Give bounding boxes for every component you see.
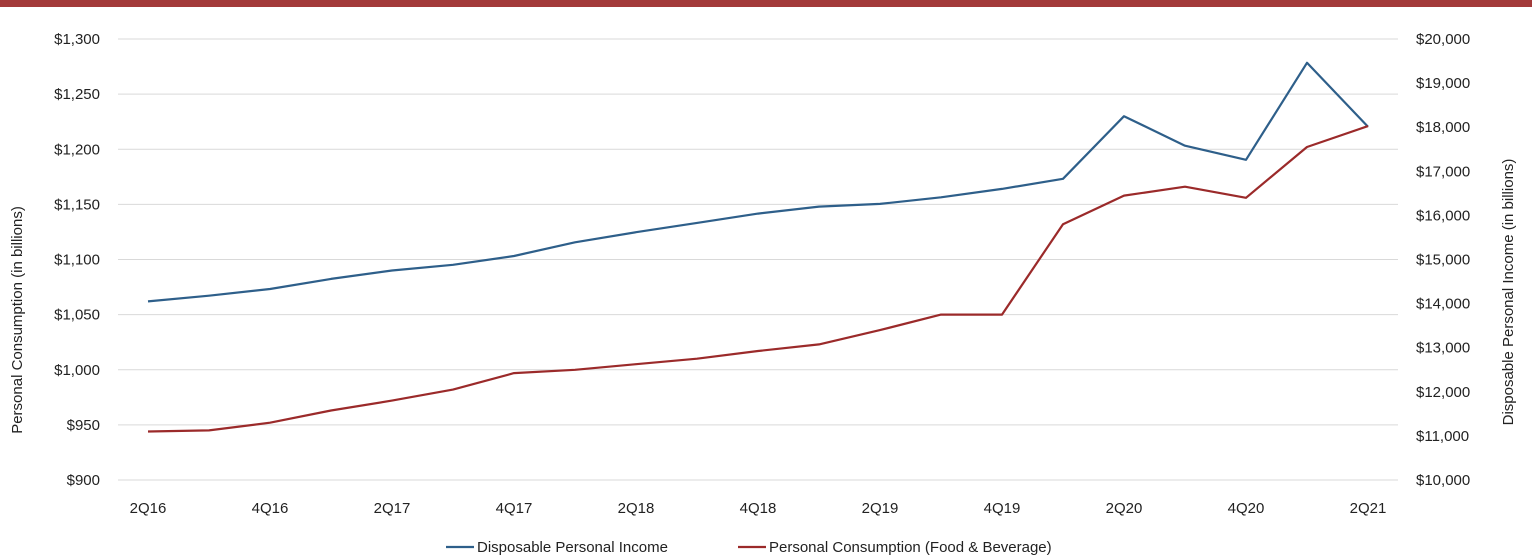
left-axis-title: Personal Consumption (in billions) <box>9 206 26 434</box>
left-tick-label: $1,250 <box>54 86 100 103</box>
x-tick-label: 2Q21 <box>1350 500 1387 517</box>
legend-label-disposable-income: Disposable Personal Income <box>477 539 668 556</box>
gridlines <box>118 38 1398 481</box>
right-tick-label: $12,000 <box>1416 384 1470 401</box>
x-tick-label: 4Q19 <box>984 500 1021 517</box>
x-tick-label: 4Q16 <box>252 500 289 517</box>
x-axis-ticks: 2Q16 4Q16 2Q17 4Q17 2Q18 4Q18 2Q19 4Q19 2Q20 4Q20… <box>130 500 1387 517</box>
left-tick-label: $950 <box>67 417 100 434</box>
x-tick-label: 2Q18 <box>618 500 655 517</box>
left-tick-label: $1,200 <box>54 141 100 158</box>
right-axis-title: Disposable Personal Income (in billions) <box>1500 159 1517 426</box>
x-tick-label: 4Q17 <box>496 500 533 517</box>
left-tick-label: $1,000 <box>54 362 100 379</box>
right-tick-label: $20,000 <box>1416 31 1470 48</box>
right-tick-label: $13,000 <box>1416 340 1470 357</box>
x-tick-label: 2Q17 <box>374 500 411 517</box>
x-tick-label: 2Q19 <box>862 500 899 517</box>
x-tick-label: 4Q18 <box>740 500 777 517</box>
legend: Disposable Personal Income Personal Cons… <box>446 539 1052 556</box>
right-tick-label: $19,000 <box>1416 75 1470 92</box>
right-tick-label: $16,000 <box>1416 207 1470 224</box>
series-line-disposable-income <box>147 61 1369 303</box>
right-tick-label: $17,000 <box>1416 163 1470 180</box>
left-axis-ticks: $900 $950 $1,000 $1,050 $1,100 $1,150 $1,200 $1… <box>54 31 100 489</box>
right-axis-ticks: $10,000 $11,000 $12,000 $13,000 $14,000 $15,0… <box>1416 31 1470 489</box>
top-accent-bar <box>0 0 1532 7</box>
series-lines <box>147 61 1369 433</box>
right-tick-label: $18,000 <box>1416 119 1470 136</box>
left-tick-label: $1,300 <box>54 31 100 48</box>
left-tick-label: $1,100 <box>54 252 100 269</box>
x-tick-label: 2Q16 <box>130 500 167 517</box>
legend-label-personal-consumption: Personal Consumption (Food & Beverage) <box>769 539 1052 556</box>
right-tick-label: $11,000 <box>1416 428 1469 445</box>
left-tick-label: $1,050 <box>54 307 100 324</box>
right-tick-label: $10,000 <box>1416 472 1470 489</box>
left-tick-label: $900 <box>67 472 100 489</box>
x-tick-label: 4Q20 <box>1228 500 1265 517</box>
right-tick-label: $15,000 <box>1416 252 1470 269</box>
left-tick-label: $1,150 <box>54 196 100 213</box>
series-line-personal-consumption <box>147 125 1369 433</box>
x-tick-label: 2Q20 <box>1106 500 1143 517</box>
right-tick-label: $14,000 <box>1416 296 1470 313</box>
